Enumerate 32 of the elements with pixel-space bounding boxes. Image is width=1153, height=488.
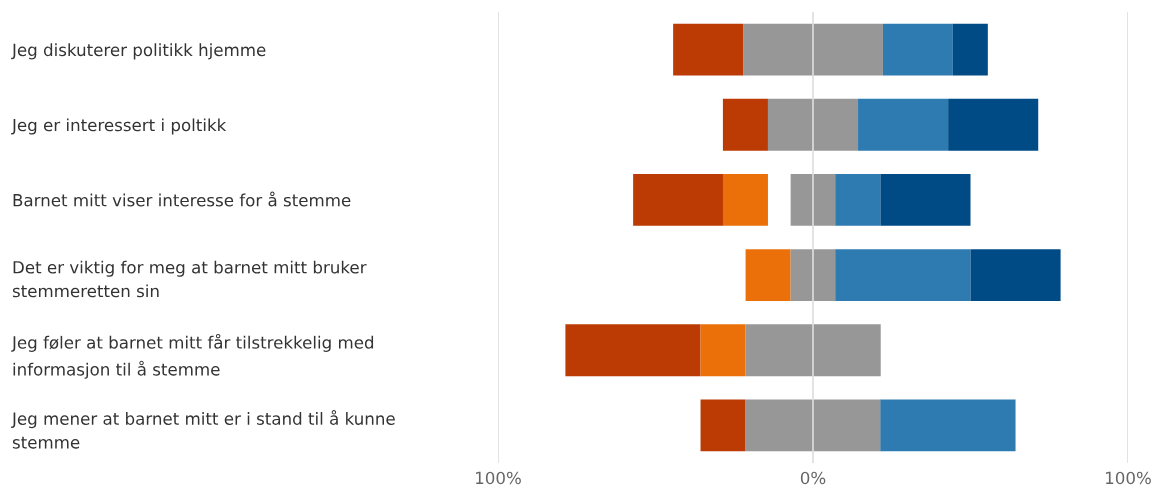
bar [743,23,883,76]
bar [700,324,746,377]
y-tick-label: Jeg føler at barnet mitt får tilstrekkelig med informasjon til å stemme [11,333,374,379]
y-tick-label: Det er viktig for meg at barnet mitt bruker stemmeretten sin [12,260,367,298]
bar [790,249,836,302]
bar [835,173,881,226]
bar [722,173,768,226]
bar [722,98,768,151]
bar [880,173,971,226]
y-tick-label: Jeg er interessert i poltikk [11,118,227,135]
bar [565,324,701,377]
bar [952,23,988,76]
bar [970,249,1061,302]
x-tick-label: 0% [800,471,826,485]
bar [700,399,746,452]
bar [880,399,1016,452]
y-tick-label: Barnet mitt viser interesse for å stemme [13,191,351,207]
x-tick-label: 100% [476,471,521,485]
bar [858,98,949,151]
bar [633,173,724,226]
x-tick-label: 100% [1106,471,1151,485]
bar [790,173,836,226]
y-tick-label: Jeg mener at barnet mitt er i stand til å kunne stemme [11,410,395,449]
bar [767,98,859,151]
bar [948,98,1039,151]
bar [745,249,791,302]
y-tick-label: Jeg diskuterer politikk hjemme [11,43,266,60]
bar [745,399,881,452]
bar [835,249,971,302]
bar [673,23,744,76]
bar [882,23,953,76]
bar [745,324,881,377]
